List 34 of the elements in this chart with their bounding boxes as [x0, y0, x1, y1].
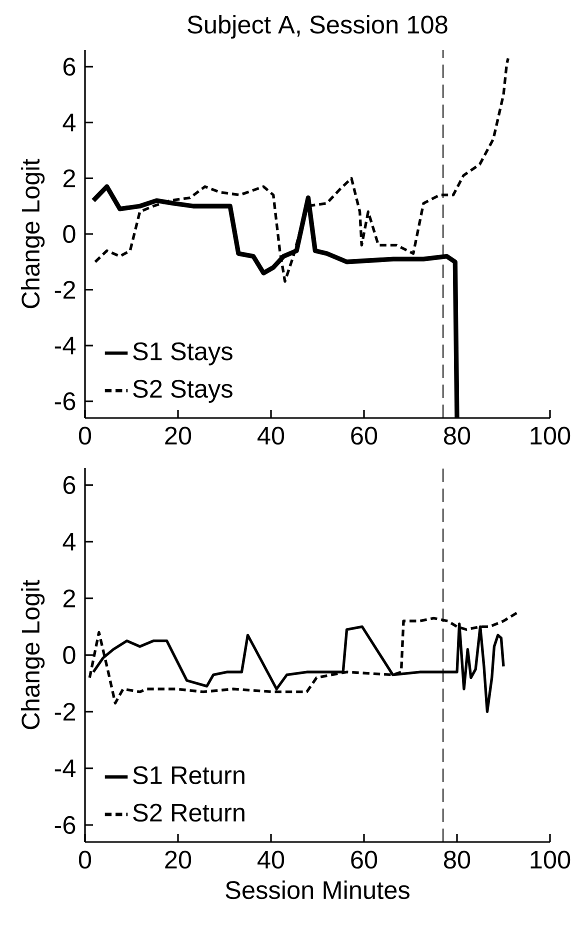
y-tick-label: -4 — [54, 336, 76, 354]
x-tick-label: 20 — [165, 850, 192, 869]
x-tick-label: 40 — [257, 426, 284, 445]
y-tick-label: 6 — [63, 58, 76, 76]
chart-title: Subject A, Session 108 — [188, 15, 448, 39]
x-tick-label: 80 — [444, 850, 470, 869]
y-axis-title: Change Logit — [20, 158, 45, 308]
x-tick-label: 0 — [78, 850, 92, 869]
legend-label: S1 Return — [133, 766, 244, 784]
legend-label: S1 Stays — [133, 342, 232, 366]
y-tick-label: -6 — [54, 392, 76, 410]
y-tick-label: -4 — [54, 760, 76, 778]
legend-label: S2 Stays — [133, 380, 232, 403]
x-tick-label: 20 — [165, 426, 192, 445]
x-tick-label: 40 — [257, 850, 284, 869]
y-axis-title: Change Logit — [20, 580, 45, 730]
y-tick-label: 6 — [63, 476, 76, 494]
x-tick-label: 60 — [351, 426, 378, 445]
x-tick-label: 100 — [530, 850, 570, 869]
y-tick-label: -2 — [54, 702, 76, 721]
x-tick-label: 60 — [351, 850, 378, 869]
y-tick-label: 2 — [63, 169, 76, 188]
legend-label: S2 Return — [133, 804, 244, 822]
x-axis-title: Session Minutes — [226, 880, 410, 900]
y-tick-label: 0 — [63, 646, 76, 664]
y-tick-label: 4 — [62, 114, 76, 132]
x-tick-label: 0 — [78, 426, 92, 445]
y-tick-label: 2 — [63, 590, 76, 608]
x-tick-label: 100 — [530, 426, 570, 445]
y-tick-label: -2 — [54, 280, 76, 299]
y-tick-label: 0 — [63, 225, 76, 243]
x-tick-label: 80 — [444, 426, 470, 445]
y-tick-label: 4 — [62, 532, 76, 550]
y-tick-label: -6 — [54, 816, 76, 834]
